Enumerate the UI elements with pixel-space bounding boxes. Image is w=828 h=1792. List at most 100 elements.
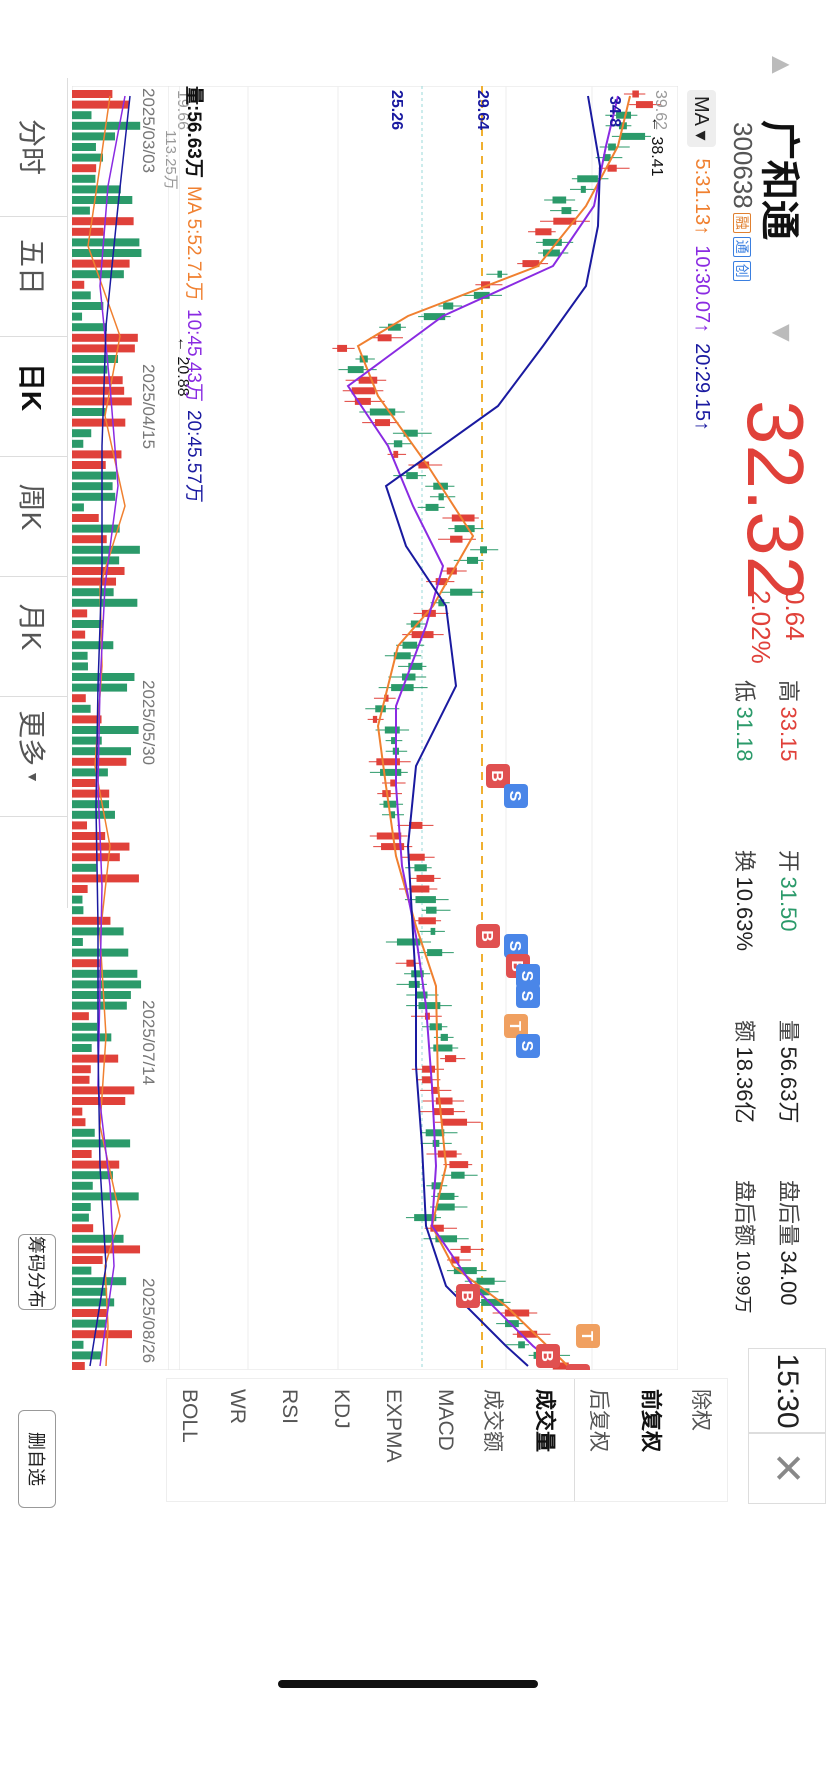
tab-wuri[interactable]: 五日 [0,198,67,337]
candle-body [497,270,502,278]
candle-body [415,896,436,904]
tab-qianfuquan[interactable]: 前复权 [639,1389,662,1452]
volume-bar [72,1054,119,1063]
prev-stock-arrow[interactable]: ▲ [765,50,798,80]
volume-bar [72,429,92,438]
volume-bar [72,1266,92,1275]
home-indicator[interactable] [278,1680,538,1688]
volume-today: 量:56.63万 [183,86,205,178]
volume-bar [72,143,96,151]
volume-bar [72,376,123,385]
tab-fenshi[interactable]: 分时 [0,78,67,217]
tab-rsi[interactable]: RSI [278,1389,301,1425]
trade-mark-b[interactable]: B [456,1284,480,1308]
volume-bar [72,1075,90,1084]
trade-mark-box [516,1034,540,1058]
stat-high: 高 33.15 [776,680,801,762]
trade-mark-label: T [506,1021,523,1031]
trade-mark-t[interactable]: T [504,1014,528,1038]
stock-name: 广和通 [757,120,801,240]
volume-bar [72,577,117,586]
candle-body [375,705,386,713]
trade-mark-s[interactable]: S [516,984,540,1008]
volume-bar [72,111,92,120]
volume-bar [72,662,88,671]
candle-body [337,344,348,352]
volume-bar [72,715,102,724]
tab-amount[interactable]: 成交额 [481,1389,504,1452]
candle-body [406,472,418,480]
chip-distribution-button[interactable]: 筹码分布 [18,1234,56,1310]
candle-body [408,853,425,861]
candle-body [426,906,437,914]
volume-bar [72,768,108,777]
candle-body [450,588,473,596]
close-icon[interactable]: ✕ [748,1432,826,1504]
trade-marks-group: BSBSBSSTSBBTB [456,764,600,1370]
volume-bar [72,386,125,395]
trade-mark-s[interactable]: S [516,964,540,988]
candle-body [351,387,376,395]
candle-body [374,419,391,427]
volume-bar [72,1203,91,1211]
trade-mark-b[interactable]: B [566,1364,590,1370]
trade-mark-b[interactable]: B [486,764,510,788]
more-caret-icon: ▼ [25,770,41,784]
next-stock-arrow[interactable]: ▼ [765,318,798,348]
stock-code: 300638 [728,122,758,209]
volume-bar [72,630,86,639]
trade-mark-b[interactable]: B [536,1344,560,1368]
candle-body [620,132,646,140]
trade-mark-label: B [538,1350,555,1362]
trade-mark-s[interactable]: S [516,1034,540,1058]
candle-body [444,1055,457,1063]
volume-chart[interactable] [72,86,180,1370]
period-tabs: 分时 五日 日K 周K 月K 更多 ▼ [0,78,68,908]
trade-mark-box [504,784,528,808]
tab-volume[interactable]: 成交量 [533,1389,556,1452]
volume-bar [72,545,140,554]
volume-bar [72,1128,95,1137]
ma-selector[interactable]: MA ▾ [687,90,717,147]
delete-watchlist-button[interactable]: 删自选 [18,1410,56,1508]
volume-bar [72,164,97,173]
volume-bar [72,1192,139,1201]
tab-rik[interactable]: 日K [0,318,67,457]
volume-bar [72,1118,86,1127]
candle-body [449,1161,469,1169]
tab-boll[interactable]: BOLL [178,1389,201,1443]
trade-mark-t[interactable]: T [576,1324,600,1348]
candle-body [438,493,444,501]
price-level-label: 34.8 [606,96,623,127]
stat-volume: 量 56.63万 [776,1020,801,1124]
candle-body [433,1044,453,1052]
tab-wr[interactable]: WR [226,1389,249,1424]
volume-bar [72,100,129,109]
tab-kdj[interactable]: KDJ [330,1389,353,1429]
candle-body [403,429,418,437]
trade-mark-b[interactable]: B [476,924,500,948]
tab-houfuquan[interactable]: 后复权 [587,1389,610,1452]
tab-yuek[interactable]: 月K [0,558,67,697]
tab-macd[interactable]: MACD [434,1389,457,1451]
volume-bar [72,588,114,597]
trade-mark-s[interactable]: S [504,784,528,808]
volume-bar [72,196,133,204]
volume-bar [72,1340,84,1349]
volume-bar [72,1309,108,1317]
volume-bar [72,747,132,756]
candle-body [561,207,572,215]
tab-chuquan[interactable]: 除权 [689,1389,712,1431]
tab-expma[interactable]: EXPMA [382,1389,405,1463]
candlestick-chart[interactable]: 39.62 19.66 34.8 29.64 25.26 ← 38.41 ← 2… [168,86,678,1370]
candle-body [383,800,397,808]
volume-bar [72,874,139,883]
trade-mark-s[interactable]: S [504,934,528,958]
volume-bar [72,238,140,247]
tab-zhouk[interactable]: 周K [0,438,67,577]
price-change-pct: 2.02% [746,590,776,664]
tab-more[interactable]: 更多 ▼ [0,678,67,817]
trade-mark-label: B [458,1290,475,1302]
volume-bar [72,397,132,406]
